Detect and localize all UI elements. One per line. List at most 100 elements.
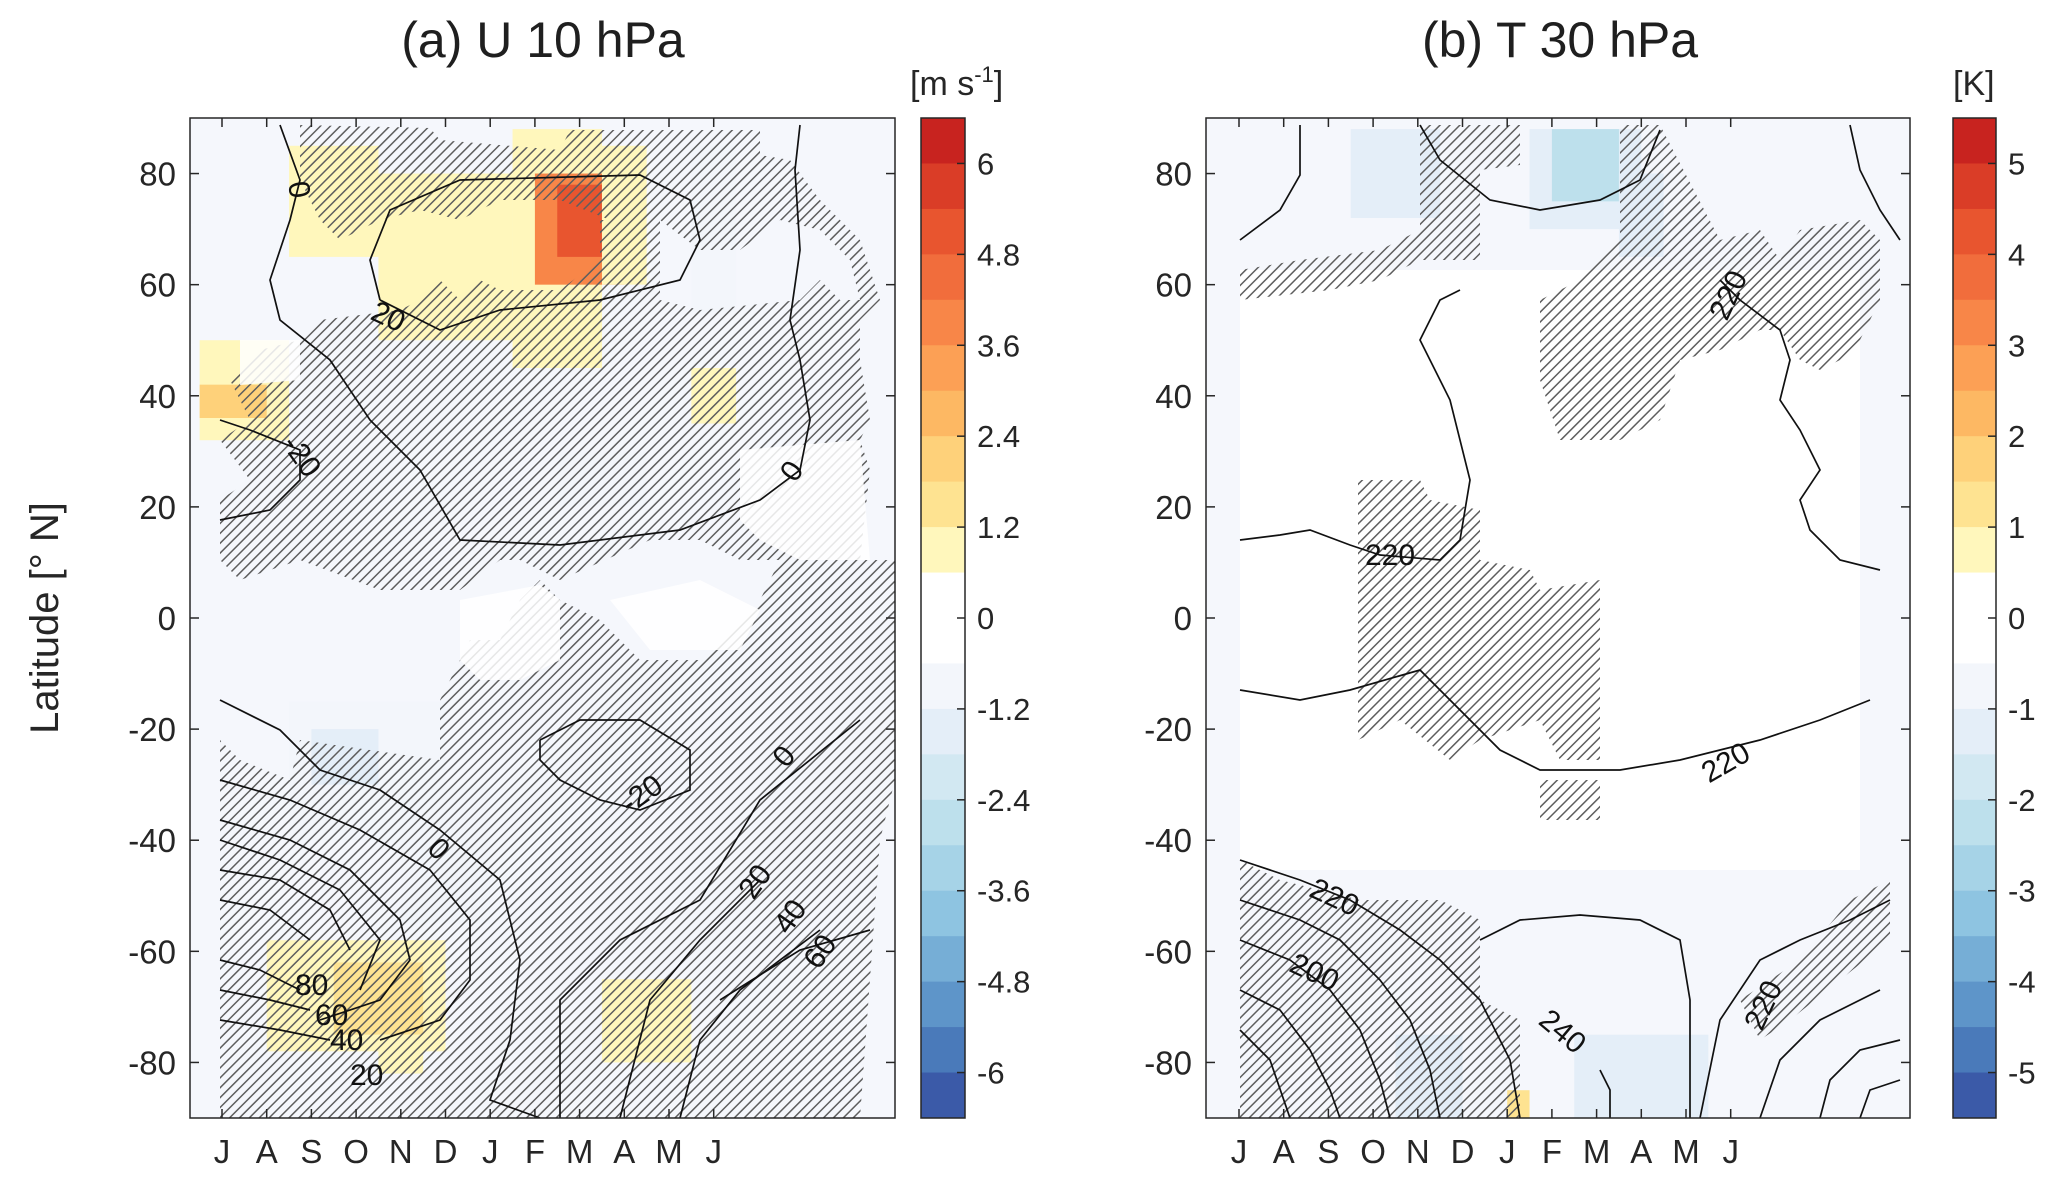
colorbar-tick-label: -1 — [2008, 692, 2036, 727]
colorbar-swatch — [921, 1027, 965, 1074]
colorbar-swatch — [1953, 663, 1996, 710]
x-tick-label: A — [1273, 1133, 1295, 1170]
colorbar-swatch — [1953, 436, 1996, 483]
colorbar-swatch — [921, 799, 965, 846]
colorbar-tick-label: -1.2 — [977, 692, 1030, 727]
contour-a-sw-3 — [219, 839, 381, 991]
x-tick-label: N — [1406, 1133, 1430, 1170]
colorbar-swatch — [921, 118, 965, 164]
colorbar-a-unit-base: [m s — [910, 65, 974, 103]
x-tick-label: M — [1672, 1133, 1700, 1170]
contour-b-220-ne — [1849, 124, 1901, 241]
colorbar-swatch — [1953, 208, 1996, 255]
colorbar-swatch — [921, 936, 965, 983]
contour-b-se-3 — [1819, 1039, 1901, 1118]
colorbar-swatch — [1953, 299, 1996, 346]
colorbar-swatch — [1953, 890, 1996, 937]
contour-a-sw-8 — [219, 1019, 331, 1041]
x-tick-label: D — [1451, 1133, 1475, 1170]
x-tick-label: O — [343, 1133, 369, 1170]
colorbar-swatch — [1953, 527, 1996, 574]
y-tick-label: -20 — [1144, 711, 1192, 748]
y-tick-label: -80 — [1144, 1044, 1192, 1081]
y-tick-label: 40 — [139, 378, 176, 415]
colorbar-swatch — [921, 254, 965, 301]
contour-b-se-2 — [1759, 989, 1881, 1118]
y-tick-label: -20 — [128, 711, 176, 748]
y-tick-label: 40 — [1155, 378, 1192, 415]
colorbar-swatch — [921, 436, 965, 483]
colorbar-swatch — [1953, 845, 1996, 892]
colorbar-b-unit: [K] — [1953, 65, 1995, 103]
x-tick-label: S — [1317, 1133, 1339, 1170]
colorbar-swatch — [1953, 618, 1996, 664]
x-tick-label: A — [1630, 1133, 1652, 1170]
colorbar-a-unit-exponent: -1 — [974, 62, 994, 87]
x-tick-label: A — [613, 1133, 635, 1170]
panel-a-contours — [219, 124, 871, 1118]
x-tick-label: O — [1360, 1133, 1386, 1170]
colorbar-swatch — [921, 572, 965, 619]
colorbar-swatch — [921, 481, 965, 528]
colorbar-tick-label: 4 — [2008, 237, 2025, 272]
colorbar-swatch — [1953, 163, 1996, 210]
colorbar-swatch — [1953, 708, 1996, 755]
colorbar-swatch — [921, 299, 965, 346]
colorbar-a: [m s-1] 6 4.8 3.6 2.4 1.2 0 -1.2 -2.4 -3.6 -4.8 -6 — [910, 62, 1030, 1119]
clabel-a-0-top: 0 — [281, 179, 316, 201]
colorbar-tick-label: -4 — [2008, 965, 2036, 1000]
colorbar-a-unit-close: ] — [994, 65, 1003, 103]
colorbar-tick-label: -3 — [2008, 874, 2036, 909]
y-tick-label: 80 — [1155, 156, 1192, 193]
colorbar-tick-label: -3.6 — [977, 874, 1030, 909]
x-tick-label: M — [1583, 1133, 1611, 1170]
colorbar-tick-label: 6 — [977, 146, 994, 181]
colorbar-swatch — [1953, 481, 1996, 528]
contour-a-40-se — [679, 929, 821, 1118]
contour-a-0-north — [269, 124, 811, 546]
colorbar-swatch — [1953, 118, 1996, 164]
contour-a-0-south-east — [559, 719, 861, 1118]
x-tick-label: J — [1231, 1133, 1248, 1170]
contour-b-220-center — [1239, 289, 1471, 561]
clabel-a-20: 20 — [350, 1059, 383, 1092]
contour-b-south-2 — [1239, 939, 1391, 1118]
colorbar-tick-label: 0 — [2008, 601, 2025, 636]
x-tick-label: A — [256, 1133, 278, 1170]
x-tick-label: D — [434, 1133, 458, 1170]
panel-a: (a) U 10 hPa — [128, 12, 896, 1170]
colorbar-tick-label: -5 — [2008, 1056, 2036, 1091]
x-tick-label: J — [705, 1133, 722, 1170]
colorbar-tick-label: 3 — [2008, 328, 2025, 363]
colorbar-tick-label: -2 — [2008, 783, 2036, 818]
colorbar-a-ticks: 6 4.8 3.6 2.4 1.2 0 -1.2 -2.4 -3.6 -4.8 -6 — [957, 146, 1030, 1091]
colorbar-swatch — [1953, 254, 1996, 301]
x-tick-label: N — [389, 1133, 413, 1170]
y-axis-label: Latitude [° N] — [23, 502, 67, 734]
colorbar-swatch — [1953, 754, 1996, 801]
colorbar-swatch — [1953, 799, 1996, 846]
contour-b-south-inner — [1239, 859, 1521, 1118]
y-tick-label: -60 — [1144, 933, 1192, 970]
x-tick-label: M — [655, 1133, 683, 1170]
colorbar-tick-label: -2.4 — [977, 783, 1030, 818]
x-tick-label: M — [566, 1133, 594, 1170]
panel-b-title: (b) T 30 hPa — [1422, 12, 1698, 68]
colorbar-swatch — [921, 981, 965, 1028]
colorbar-swatch — [1953, 345, 1996, 392]
colorbar-b-swatches — [1953, 118, 1996, 1119]
contour-b-240-inner — [1599, 1069, 1611, 1118]
colorbar-swatch — [921, 618, 965, 664]
colorbar-tick-label: -4.8 — [977, 965, 1030, 1000]
colorbar-swatch — [1953, 390, 1996, 437]
contour-a-sw-4 — [219, 869, 351, 951]
contour-b-220-east — [1719, 279, 1881, 571]
x-tick-label: J — [1722, 1133, 1739, 1170]
colorbar-swatch — [1953, 936, 1996, 983]
colorbar-swatch — [921, 345, 965, 392]
y-tick-label: -40 — [1144, 822, 1192, 859]
colorbar-a-unit: [m s-1] — [910, 62, 1003, 103]
y-tick-label: 80 — [139, 156, 176, 193]
